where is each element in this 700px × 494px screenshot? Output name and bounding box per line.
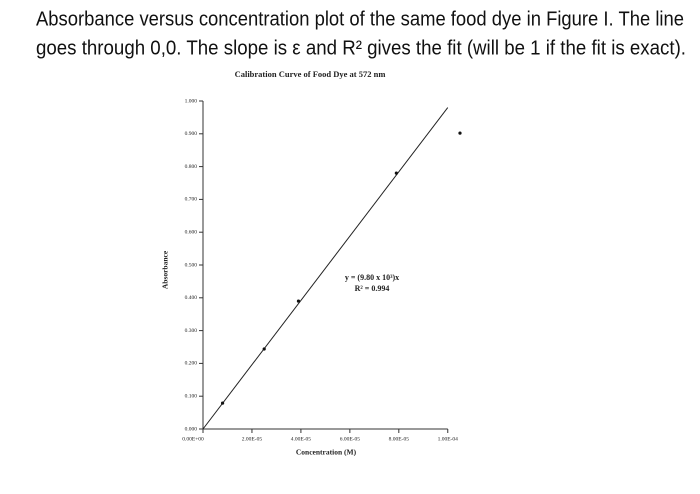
data-point bbox=[262, 347, 266, 351]
x-tick-label: 6.00E-05 bbox=[340, 436, 361, 442]
data-point bbox=[458, 131, 462, 135]
y-tick-label: 0.200 bbox=[185, 361, 198, 367]
y-tick-label: 0.500 bbox=[185, 262, 198, 268]
x-tick-label: 4.00E-05 bbox=[291, 436, 312, 442]
chart-title: Calibration Curve of Food Dye at 572 nm bbox=[235, 69, 386, 79]
y-tick-label: 0.300 bbox=[185, 328, 198, 334]
y-axis-label: Absorbance bbox=[161, 250, 170, 289]
y-tick-label: 0.700 bbox=[185, 197, 198, 203]
trendline bbox=[202, 107, 449, 430]
annotation: y = (9.80 x 10³)x bbox=[345, 273, 399, 282]
y-tick-label: 0.000 bbox=[185, 426, 198, 432]
caption-line: Absorbance versus concentration plot of … bbox=[36, 8, 684, 30]
data-point bbox=[394, 171, 398, 175]
x-tick-label: 8.00E-05 bbox=[389, 436, 410, 442]
y-tick-label: 1.000 bbox=[185, 98, 198, 104]
y-tick-label: 0.800 bbox=[185, 164, 198, 170]
y-tick-label: 0.600 bbox=[185, 229, 198, 235]
annotation: R² = 0.994 bbox=[355, 284, 390, 293]
y-tick-label: 0.100 bbox=[185, 393, 198, 399]
caption-line: goes through 0,0. The slope is ε and R² … bbox=[36, 37, 686, 59]
x-axis-label: Concentration (M) bbox=[296, 448, 357, 457]
x-tick-label: 2.00E-05 bbox=[242, 436, 263, 442]
y-tick-label: 0.900 bbox=[185, 131, 198, 137]
data-point bbox=[220, 401, 225, 405]
x-tick-label: 0.00E+00 bbox=[182, 436, 204, 442]
y-tick-label: 0.400 bbox=[185, 295, 198, 301]
data-point bbox=[296, 299, 301, 303]
x-tick-label: 1.00E-04 bbox=[438, 436, 459, 442]
